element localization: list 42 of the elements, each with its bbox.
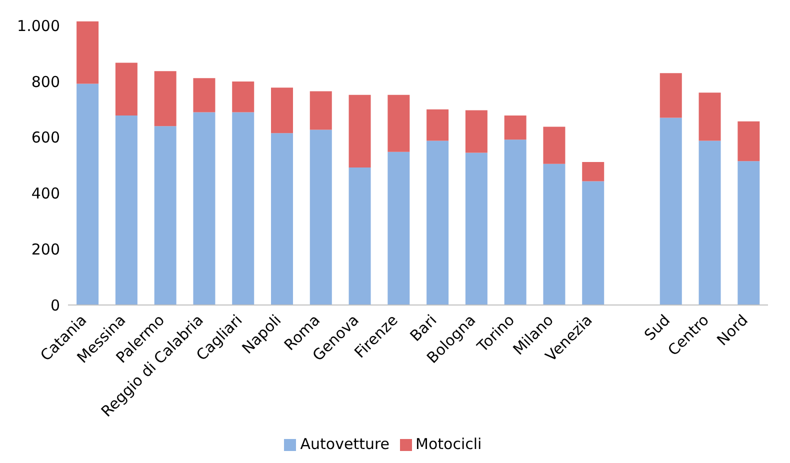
bar [543, 126, 566, 164]
bar [348, 168, 371, 305]
y-tick-label: 1.000 [17, 16, 60, 35]
bar [660, 73, 682, 118]
bar [348, 94, 371, 168]
bar [271, 88, 293, 134]
bar [504, 116, 526, 140]
bar [465, 152, 488, 305]
bar [698, 92, 721, 141]
bar [115, 116, 138, 305]
legend-label: Autovetture [300, 435, 390, 453]
bar [698, 140, 721, 305]
bar [660, 118, 682, 305]
bar [582, 162, 604, 182]
bar [76, 21, 99, 84]
y-tick-label: 600 [31, 128, 60, 147]
bar [154, 126, 176, 305]
bar [738, 121, 760, 162]
bar [76, 84, 99, 305]
bar [232, 112, 254, 305]
bar [465, 110, 488, 153]
bar [310, 91, 332, 130]
legend-label: Motocicli [416, 435, 482, 453]
bar [426, 109, 449, 141]
bar [738, 161, 760, 305]
bar [154, 71, 176, 126]
bar [543, 164, 566, 305]
bar [232, 81, 254, 112]
bar [193, 78, 216, 112]
y-tick-label: 200 [31, 240, 60, 258]
bar [271, 133, 293, 305]
bar [426, 140, 449, 305]
bar [388, 152, 410, 305]
bar [504, 140, 526, 305]
bar [388, 94, 410, 152]
bar [310, 130, 332, 305]
bar [115, 62, 138, 116]
y-tick-label: 800 [31, 72, 60, 91]
y-tick-label: 400 [31, 184, 60, 203]
bar [582, 181, 604, 305]
bar [193, 112, 216, 305]
y-tick-label: 0 [50, 296, 60, 314]
